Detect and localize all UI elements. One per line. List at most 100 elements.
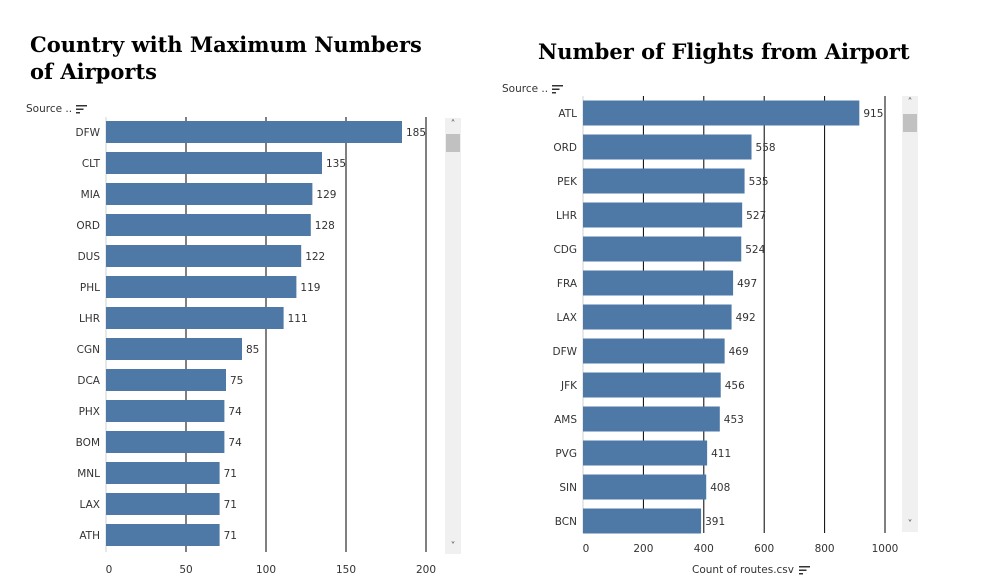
- left-category-label: DFW: [75, 127, 100, 139]
- left-tick-label: 50: [179, 564, 192, 576]
- left-scrollbar-thumb[interactable]: [446, 134, 460, 152]
- right-tick-label: 200: [633, 543, 653, 555]
- right-category-label: ATL: [558, 108, 577, 120]
- left-tick-label: 0: [106, 564, 113, 576]
- right-category-label: BCN: [555, 516, 577, 528]
- left-bar: [106, 307, 284, 329]
- left-bar: [106, 462, 220, 484]
- left-category-label: ORD: [76, 220, 100, 232]
- right-value-label: 535: [749, 176, 769, 188]
- right-axis-title-sort-button[interactable]: Count of routes.csv: [692, 564, 810, 576]
- left-value-label: 71: [224, 499, 237, 511]
- right-bar: [583, 440, 708, 466]
- left-tick-label: 200: [416, 564, 436, 576]
- right-bar: [583, 168, 745, 194]
- sort-descending-icon: [76, 105, 88, 114]
- right-value-label: 492: [736, 312, 756, 324]
- right-tick-label: 0: [583, 543, 590, 555]
- left-value-label: 119: [300, 282, 320, 294]
- right-axis-title: Count of routes.csv: [692, 564, 794, 576]
- right-category-label: AMS: [554, 414, 577, 426]
- right-bar: [583, 508, 702, 534]
- right-tick-label: 800: [815, 543, 835, 555]
- left-bar: [106, 152, 322, 174]
- left-bar: [106, 493, 220, 515]
- right-bar: [583, 270, 734, 296]
- right-value-label: 527: [746, 210, 766, 222]
- left-source-sort-button[interactable]: Source ..: [26, 103, 88, 115]
- right-bar: [583, 338, 725, 364]
- right-bar: [583, 236, 742, 262]
- left-value-label: 111: [288, 313, 308, 325]
- right-chart-title: Number of Flights from Airport: [538, 39, 910, 64]
- right-value-label: 469: [729, 346, 749, 358]
- right-source-label: Source ..: [502, 83, 549, 95]
- left-category-label: BOM: [76, 437, 100, 449]
- right-tick-label: 1000: [872, 543, 899, 555]
- right-value-label: 453: [724, 414, 744, 426]
- left-category-label: DCA: [77, 375, 100, 387]
- sort-descending-icon: [799, 566, 810, 575]
- left-bar: [106, 431, 225, 453]
- left-value-label: 71: [224, 468, 237, 480]
- left-tick-label: 150: [336, 564, 356, 576]
- scroll-up-icon[interactable]: ˄: [907, 97, 913, 108]
- left-category-label: CLT: [82, 158, 101, 170]
- scroll-up-icon[interactable]: ˄: [450, 119, 456, 130]
- right-value-label: 497: [737, 278, 757, 290]
- right-category-label: CDG: [553, 244, 577, 256]
- right-value-label: 411: [711, 448, 731, 460]
- left-value-label: 135: [326, 158, 346, 170]
- scroll-down-icon[interactable]: ˅: [907, 519, 913, 530]
- left-bar: [106, 276, 297, 298]
- left-bar: [106, 524, 220, 546]
- left-category-label: MIA: [81, 189, 101, 201]
- left-value-label: 71: [224, 530, 237, 542]
- left-category-label: PHL: [80, 282, 100, 294]
- right-category-label: LHR: [556, 210, 577, 222]
- sort-descending-icon: [552, 85, 564, 94]
- left-value-label: 74: [228, 406, 242, 418]
- left-bar: [106, 121, 402, 143]
- left-value-label: 74: [228, 437, 242, 449]
- right-category-label: ORD: [553, 142, 577, 154]
- left-value-label: 85: [246, 344, 259, 356]
- left-tick-label: 100: [256, 564, 276, 576]
- left-category-label: DUS: [78, 251, 101, 263]
- left-value-label: 122: [305, 251, 325, 263]
- right-category-label: DFW: [552, 346, 577, 358]
- left-bar: [106, 369, 226, 391]
- right-category-label: LAX: [557, 312, 577, 324]
- right-source-sort-button[interactable]: Source ..: [502, 83, 564, 95]
- right-value-label: 391: [705, 516, 725, 528]
- left-category-label: PHX: [79, 406, 100, 418]
- scroll-down-icon[interactable]: ˅: [450, 541, 456, 552]
- right-scrollbar[interactable]: ˄ ˅: [902, 96, 918, 532]
- right-tick-label: 400: [694, 543, 714, 555]
- left-bar: [106, 183, 313, 205]
- right-value-label: 558: [756, 142, 776, 154]
- right-tick-label: 600: [754, 543, 774, 555]
- right-category-label: SIN: [559, 482, 577, 494]
- left-scrollbar[interactable]: ˄ ˅: [445, 118, 461, 554]
- left-category-label: CGN: [77, 344, 100, 356]
- left-bar: [106, 214, 311, 236]
- left-source-label: Source ..: [26, 103, 73, 115]
- left-bar: [106, 400, 225, 422]
- left-value-label: 185: [406, 127, 426, 139]
- left-category-label: MNL: [77, 468, 100, 480]
- right-category-label: JFK: [560, 380, 578, 392]
- right-value-label: 915: [863, 108, 883, 120]
- left-value-label: 129: [316, 189, 336, 201]
- right-bar: [583, 134, 752, 160]
- left-category-label: ATH: [79, 530, 100, 542]
- right-value-label: 408: [710, 482, 730, 494]
- right-scrollbar-thumb[interactable]: [903, 114, 917, 132]
- right-bar: [583, 304, 732, 330]
- right-category-label: PVG: [555, 448, 577, 460]
- left-chart-title: Country with Maximum Numbers of Airports: [30, 32, 422, 84]
- left-category-label: LAX: [80, 499, 100, 511]
- right-value-label: 456: [725, 380, 745, 392]
- right-bar: [583, 406, 720, 432]
